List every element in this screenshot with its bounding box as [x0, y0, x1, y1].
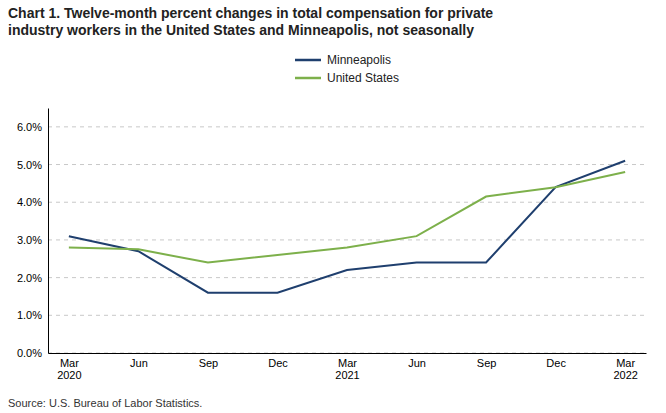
legend-item: Minneapolis: [295, 53, 391, 67]
x-tick-label: Mar2022: [613, 357, 637, 382]
y-axis: 0.0% 1.0% 2.0% 3.0% 4.0% 5.0% 6.0%: [17, 109, 49, 360]
plot: 0.0% 1.0% 2.0% 3.0% 4.0% 5.0% 6.0% Mar2020 Jun Se…: [17, 109, 647, 382]
x-tick-label: Jun: [130, 357, 148, 369]
grid-line: [48, 164, 646, 165]
grid: [48, 127, 646, 353]
grid-line: [48, 277, 646, 278]
grid-line: [48, 126, 646, 127]
x-tick: Dec: [268, 353, 288, 369]
y-tick-label: 6.0%: [17, 121, 42, 133]
x-tick-label: Dec: [268, 357, 288, 369]
legend-label: Minneapolis: [327, 53, 391, 67]
y-tick: 6.0%: [17, 121, 48, 133]
legend-item: United States: [295, 71, 399, 85]
x-tick: Mar2021: [335, 353, 359, 381]
x-tick: Mar2020: [57, 353, 81, 381]
y-tick-label: 0.0%: [17, 347, 42, 359]
x-tick: Dec: [546, 353, 566, 369]
y-tick: 4.0%: [17, 196, 48, 208]
x-tick-label: Mar2021: [335, 357, 359, 382]
grid-line: [48, 353, 646, 354]
y-tick-label: 5.0%: [17, 159, 42, 171]
y-tick: 0.0%: [17, 347, 48, 359]
legend-swatch: [295, 59, 321, 62]
y-tick-label: 1.0%: [17, 309, 42, 321]
y-tick-label: 4.0%: [17, 196, 42, 208]
annotation: Source: U.S. Bureau of Labor Statistics.: [8, 397, 202, 409]
x-tick: Mar2022: [613, 353, 637, 381]
lines: [69, 161, 625, 293]
grid-line: [48, 239, 646, 240]
y-tick: 1.0%: [17, 309, 48, 321]
y-tick: 5.0%: [17, 159, 48, 171]
x-tick-label: Sep: [477, 357, 497, 369]
series-line: [69, 172, 625, 262]
legend: Minneapolis United States: [295, 53, 399, 85]
x-tick-label: Sep: [199, 357, 219, 369]
y-axis-line: [48, 109, 49, 354]
y-tick: 3.0%: [17, 234, 48, 246]
y-tick: 2.0%: [17, 272, 48, 284]
chart: Chart 1. Twelve-month percent changes in…: [0, 0, 666, 413]
x-tick: Jun: [408, 353, 426, 369]
x-axis: Mar2020 Jun Sep Dec Mar2021 Jun Sep Dec Mar2022: [49, 353, 647, 381]
x-tick: Sep: [477, 353, 497, 369]
x-tick: Sep: [199, 353, 219, 369]
legend-swatch: [295, 77, 321, 80]
x-tick: Jun: [130, 353, 148, 369]
series-line: [69, 161, 625, 293]
grid-line: [48, 202, 646, 203]
y-tick-label: 3.0%: [17, 234, 42, 246]
x-tick-label: Mar2020: [57, 357, 81, 382]
legend-label: United States: [327, 71, 399, 85]
grid-line: [48, 315, 646, 316]
x-tick-label: Dec: [546, 357, 566, 369]
title: Chart 1. Twelve-month percent changes in…: [8, 5, 493, 38]
x-axis-line: [49, 353, 647, 354]
y-tick-label: 2.0%: [17, 272, 42, 284]
x-tick-label: Jun: [408, 357, 426, 369]
